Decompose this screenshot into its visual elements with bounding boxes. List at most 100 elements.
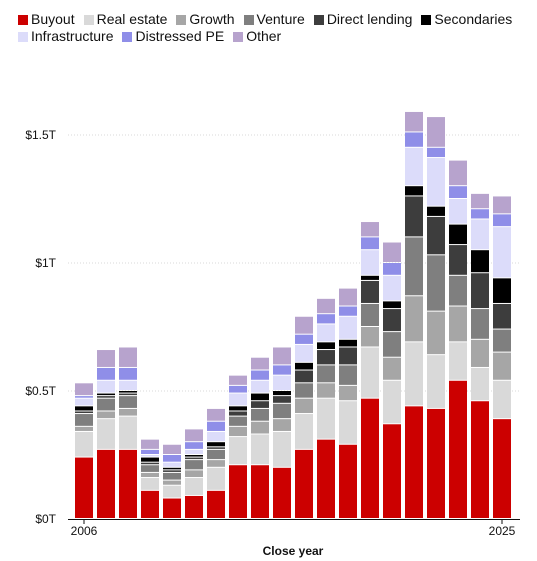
bar-segment-buyout-2024	[471, 401, 489, 518]
bar-segment-infrastructure-2022	[427, 158, 445, 206]
bar-segment-infrastructure-2025	[493, 227, 511, 278]
bar-segment-distressed-pe-2013	[229, 385, 247, 393]
bar-segment-secondaries-2015	[273, 391, 291, 396]
bar-segment-distressed-pe-2020	[383, 263, 401, 275]
bar-segment-secondaries-2018	[339, 339, 357, 347]
legend-swatch	[122, 31, 133, 42]
bar-segment-other-2022	[427, 117, 445, 147]
legend-swatch	[243, 14, 254, 25]
bar-segment-growth-2013	[229, 426, 247, 437]
legend-label: Venture	[256, 11, 305, 27]
bar-segment-distressed-pe-2018	[339, 306, 357, 316]
legend-label: Distressed PE	[135, 28, 225, 44]
bar-segment-venture-2021	[405, 237, 423, 296]
bar-segment-venture-2008	[119, 396, 137, 408]
bar-segment-buyout-2017	[317, 439, 335, 518]
bar-segment-secondaries-2025	[493, 278, 511, 303]
bar-segment-secondaries-2021	[405, 186, 423, 196]
bar-segment-buyout-2019	[361, 398, 379, 518]
bar-segment-growth-2021	[405, 296, 423, 342]
legend-swatch	[233, 31, 244, 42]
bar-segment-infrastructure-2006	[75, 398, 93, 406]
bar-segment-distressed-pe-2014	[251, 370, 269, 380]
legend-swatch	[313, 14, 324, 25]
bar-segment-real-estate-2009	[141, 478, 159, 490]
bar-segment-infrastructure-2014	[251, 380, 269, 393]
bar-segment-buyout-2013	[229, 465, 247, 518]
legend-item-real-estate: Real estate	[83, 11, 168, 27]
bar-segment-direct-lending-2017	[317, 350, 335, 365]
legend-item-secondaries: Secondaries	[421, 12, 512, 27]
bar-segment-other-2018	[339, 288, 357, 306]
bar-segment-distressed-pe-2025	[493, 214, 511, 227]
bar-segment-growth-2007	[97, 411, 115, 419]
y-tick-label: $0T	[35, 512, 56, 526]
bar-segment-infrastructure-2023	[449, 199, 467, 224]
bar-segment-growth-2023	[449, 306, 467, 342]
bar-segment-venture-2006	[75, 414, 93, 426]
bar-segment-secondaries-2006	[75, 406, 93, 411]
bar-segment-other-2009	[141, 439, 159, 449]
bar-segment-buyout-2022	[427, 408, 445, 518]
bar-segment-venture-2023	[449, 275, 467, 306]
bar-segment-distressed-pe-2022	[427, 147, 445, 158]
bar-segment-secondaries-2011	[185, 455, 203, 457]
bar-segment-venture-2022	[427, 255, 445, 311]
legend-label: Other	[246, 28, 282, 44]
bar-segment-secondaries-2012	[207, 442, 225, 447]
bar-segment-buyout-2009	[141, 490, 159, 518]
bar-segment-direct-lending-2008	[119, 393, 137, 396]
bar-segment-other-2011	[185, 429, 203, 442]
bar-segment-other-2021	[405, 111, 423, 132]
bar-segment-venture-2024	[471, 309, 489, 339]
legend-swatch	[18, 14, 28, 25]
bar-segment-venture-2018	[339, 365, 357, 385]
bar-segment-real-estate-2007	[97, 419, 115, 449]
bar-segment-growth-2012	[207, 460, 225, 467]
legend-swatch	[176, 14, 187, 25]
legend-label: Real estate	[96, 11, 168, 27]
bar-segment-real-estate-2018	[339, 401, 357, 444]
bar-segment-other-2024	[471, 193, 489, 209]
bar-segment-infrastructure-2018	[339, 316, 357, 339]
bar-segment-other-2017	[317, 298, 335, 314]
bar-segment-direct-lending-2013	[229, 411, 247, 416]
bar-segment-buyout-2014	[251, 465, 269, 518]
bar-segment-other-2013	[229, 375, 247, 385]
bar-segment-infrastructure-2019	[361, 250, 379, 275]
bar-segment-real-estate-2020	[383, 380, 401, 424]
bar-segment-venture-2025	[493, 329, 511, 352]
bar-segment-secondaries-2019	[361, 275, 379, 280]
bar-segment-growth-2022	[427, 311, 445, 355]
bar-segment-secondaries-2014	[251, 393, 269, 401]
bar-segment-infrastructure-2020	[383, 275, 401, 301]
bar-segment-distressed-pe-2012	[207, 421, 225, 431]
bar-segment-buyout-2008	[119, 449, 137, 518]
bar-segment-real-estate-2013	[229, 437, 247, 465]
bar-segment-venture-2010	[163, 472, 181, 480]
bar-segment-other-2010	[163, 444, 181, 454]
bar-segment-distressed-pe-2023	[449, 186, 467, 198]
legend-item-venture: Venture	[243, 11, 305, 27]
bar-segment-venture-2007	[97, 398, 115, 411]
bar-segment-direct-lending-2014	[251, 401, 269, 408]
bar-segment-direct-lending-2020	[383, 309, 401, 332]
bar-segment-venture-2014	[251, 408, 269, 421]
bar-segment-buyout-2018	[339, 444, 357, 518]
bar-segment-infrastructure-2017	[317, 324, 335, 342]
bar-segment-distressed-pe-2011	[185, 442, 203, 449]
bar-segment-direct-lending-2015	[273, 396, 291, 403]
bar-segment-buyout-2010	[163, 498, 181, 518]
bar-segment-distressed-pe-2007	[97, 367, 115, 380]
bar-segment-direct-lending-2007	[97, 396, 115, 398]
bar-segment-real-estate-2016	[295, 414, 313, 449]
bar-segment-distressed-pe-2021	[405, 132, 423, 147]
bar-segment-real-estate-2025	[493, 380, 511, 419]
bar-segment-real-estate-2021	[405, 342, 423, 406]
bar-segment-other-2025	[493, 196, 511, 214]
bar-segment-direct-lending-2009	[141, 462, 159, 465]
legend-label: Direct lending	[326, 11, 413, 27]
legend-swatch	[18, 31, 28, 42]
bar-segment-growth-2010	[163, 480, 181, 485]
